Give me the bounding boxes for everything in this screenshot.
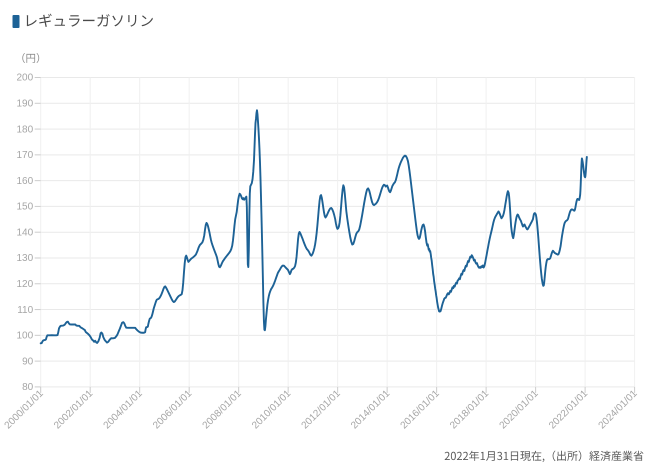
x-tick-label: 2010/01/01 [250,388,293,431]
y-tick-label: 150 [17,202,34,213]
y-axis-unit-text: （円） [15,53,47,65]
legend-swatch-icon [12,15,20,28]
y-tick-label: 160 [17,176,34,187]
y-tick-label: 200 [17,73,34,84]
x-tick-label: 2020/01/01 [498,388,541,431]
y-axis-unit-label [22,53,40,63]
x-axis-labels: 2000/01/01 2002/01/01 2004/01/01 2006/01/01… [3,388,640,431]
footer-path-glyphs [444,450,644,463]
price-line-series [39,109,588,345]
legend: レギュラーガソリン [12,13,155,30]
x-tick-label: 2022/01/01 [547,388,590,431]
y-tick-label: 180 [17,124,34,135]
y-tick-label: 90 [22,356,34,367]
legend-label [26,13,153,27]
x-tick-label: 2016/01/01 [399,388,442,431]
legend-label-path-glyphs [26,13,153,27]
source-note-text: 2022年1月31日現在,（出所）経済産業省 [444,449,644,463]
y-axis-labels: 80 90 100 110 120 130 140 150 160 170 180 190 200 [17,73,34,393]
x-tick-label: 2008/01/01 [201,388,244,431]
y-tick-label: 170 [17,150,34,161]
y-tick-label: 110 [17,305,33,316]
source-note [444,450,644,463]
x-tick-label: 2006/01/01 [151,388,194,431]
x-tick-label: 2004/01/01 [102,388,145,431]
y-tick-label: 140 [17,227,34,238]
unit-label-path-glyphs [22,53,40,63]
y-tick-label: 130 [17,253,34,264]
legend-label-text: レギュラーガソリン [24,13,155,30]
y-tick-label: 100 [17,331,34,342]
x-tick-label: 2024/01/01 [597,388,640,431]
x-tick-label: 2014/01/01 [349,388,392,431]
x-tick-label: 2012/01/01 [300,388,343,431]
x-tick-label: 2000/01/01 [3,388,46,431]
x-tick-label: 2002/01/01 [52,388,95,431]
y-tick-label: 80 [22,382,34,393]
y-tick-label: 190 [17,98,34,109]
x-tick-label: 2018/01/01 [448,388,491,431]
y-tick-label: 120 [17,279,34,290]
axis-ticks [34,77,636,393]
